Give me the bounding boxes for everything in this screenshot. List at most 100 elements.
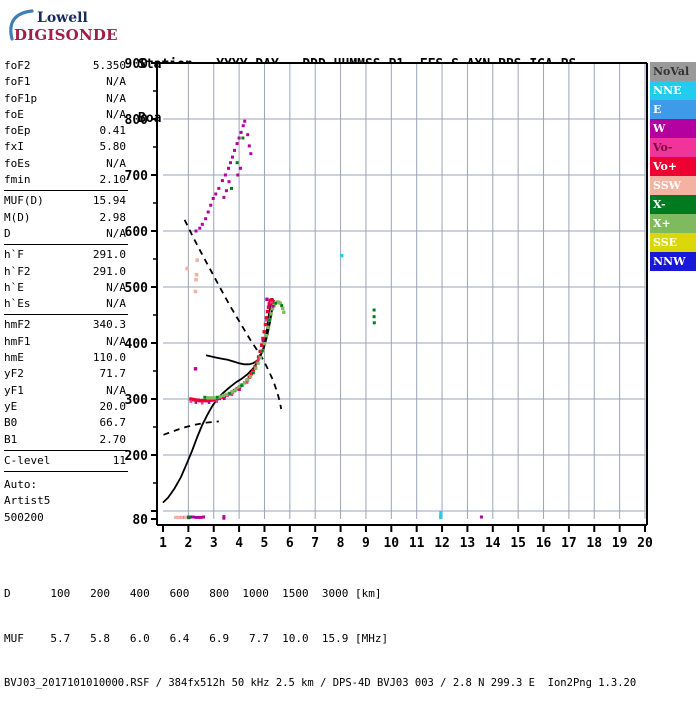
data-point xyxy=(183,515,187,519)
data-point xyxy=(194,277,198,282)
legend-item-vo-[interactable]: Vo- xyxy=(650,138,696,157)
param-value: 291.0 xyxy=(92,248,126,262)
ionogram-plot[interactable]: 80 200 300 400 500 600 700 800 900 1 2 3 4 5 6 7 8 9 10 11 1… xyxy=(0,0,700,600)
data-point xyxy=(191,515,195,519)
param-name: yE xyxy=(4,399,18,413)
param-row: h`F2 291.0 xyxy=(4,264,128,280)
data-point xyxy=(224,189,228,193)
muf-dashed-curve-1 xyxy=(183,219,283,410)
param-row: h`E N/A xyxy=(4,280,128,296)
data-point xyxy=(256,361,260,365)
param-value: 11 xyxy=(112,453,126,467)
data-point xyxy=(231,155,234,159)
y-axis-label: 600 xyxy=(125,225,149,240)
param-name: h`Es xyxy=(4,297,31,311)
param-name: fxI xyxy=(4,140,24,154)
data-point xyxy=(194,272,199,277)
autoscaler-line: 500200 xyxy=(4,510,44,524)
x-axis-label: 6 xyxy=(286,536,294,551)
data-point xyxy=(240,384,243,387)
data-point xyxy=(194,401,198,404)
param-name: M(D) xyxy=(4,210,31,224)
param-value: 2.70 xyxy=(99,432,127,446)
param-row: foF1p N/A xyxy=(4,91,128,107)
data-point xyxy=(193,289,198,294)
param-value: 0.41 xyxy=(99,124,127,138)
logo-digisonde-text: DIGISONDE xyxy=(14,26,118,44)
param-value: N/A xyxy=(106,107,126,121)
lowell-digisonde-logo: Lowell DIGISONDE xyxy=(4,8,124,46)
data-point xyxy=(270,307,275,311)
data-point xyxy=(238,388,241,391)
data-point xyxy=(222,515,226,519)
param-name: MUF(D) xyxy=(4,194,44,208)
param-value: 5.350 xyxy=(92,59,126,72)
y-axis-label: 900 xyxy=(125,57,149,72)
x-axis-label: 10 xyxy=(383,536,399,551)
data-point xyxy=(265,309,270,314)
data-point xyxy=(261,339,265,343)
data-point xyxy=(217,186,221,190)
legend-item-nne[interactable]: NNE xyxy=(650,81,696,100)
param-group-frequencies: foF2 5.350 foF1 N/A foF1p N/A foE N/A foEp 0.41 fx… xyxy=(4,58,128,188)
param-row: B1 2.70 xyxy=(4,432,128,448)
data-point xyxy=(216,396,219,399)
legend-item-nnw[interactable]: NNW xyxy=(650,252,696,271)
data-point xyxy=(282,310,286,314)
data-point xyxy=(236,386,241,390)
data-point xyxy=(439,511,443,520)
data-point xyxy=(258,355,263,360)
legend-item-vo-[interactable]: Vo+ xyxy=(650,157,696,176)
param-value: 15.94 xyxy=(92,194,126,208)
muf-dashed-curve-2 xyxy=(163,420,219,436)
data-point xyxy=(223,173,227,177)
x-axis-label: 18 xyxy=(586,536,602,551)
data-point xyxy=(235,161,239,165)
param-name: foEp xyxy=(4,124,31,138)
data-point xyxy=(281,306,285,310)
legend-item-x-[interactable]: X+ xyxy=(650,214,696,233)
legend-item-w[interactable]: W xyxy=(650,119,696,138)
data-point xyxy=(207,401,211,404)
legend-item-x-[interactable]: X- xyxy=(650,195,696,214)
y-axis-label: 80 xyxy=(132,513,148,528)
data-point xyxy=(228,392,231,395)
param-value: 291.0 xyxy=(92,264,126,278)
data-point xyxy=(199,515,203,519)
data-point xyxy=(196,398,200,402)
data-point xyxy=(258,349,262,354)
data-point xyxy=(269,312,273,316)
y-axis-label: 200 xyxy=(125,449,149,464)
data-point xyxy=(211,197,215,200)
param-value: N/A xyxy=(106,297,126,311)
param-name: hmF2 xyxy=(4,318,31,332)
x-axis-label: 13 xyxy=(460,536,476,551)
data-point xyxy=(254,366,258,370)
data-point xyxy=(222,516,226,520)
data-point xyxy=(220,179,224,183)
param-divider xyxy=(4,449,128,451)
data-point xyxy=(194,398,198,402)
data-point xyxy=(202,399,207,403)
x-axis-label: 8 xyxy=(337,536,345,551)
param-row: foF1 N/A xyxy=(4,74,128,90)
legend-item-e[interactable]: E xyxy=(650,100,696,119)
series-polarization-speckle xyxy=(189,301,283,405)
legend-item-sse[interactable]: SSE xyxy=(650,233,696,252)
series-noise-band-extras xyxy=(174,253,443,520)
x-axis-label: 3 xyxy=(210,536,218,551)
data-point xyxy=(249,372,253,376)
param-row: yF1 N/A xyxy=(4,383,128,399)
param-name: h`F2 xyxy=(4,264,31,278)
param-row: h`F 291.0 xyxy=(4,247,128,263)
x-axis-label: 12 xyxy=(434,536,450,551)
param-name: foF1p xyxy=(4,91,38,105)
data-point xyxy=(268,318,271,322)
data-point xyxy=(260,343,264,347)
legend-item-ssw[interactable]: SSW xyxy=(650,176,696,195)
data-point xyxy=(263,322,268,327)
legend-item-noval[interactable]: NoVal xyxy=(650,62,696,81)
param-row: D N/A xyxy=(4,226,128,242)
param-name: fmin xyxy=(4,173,31,187)
